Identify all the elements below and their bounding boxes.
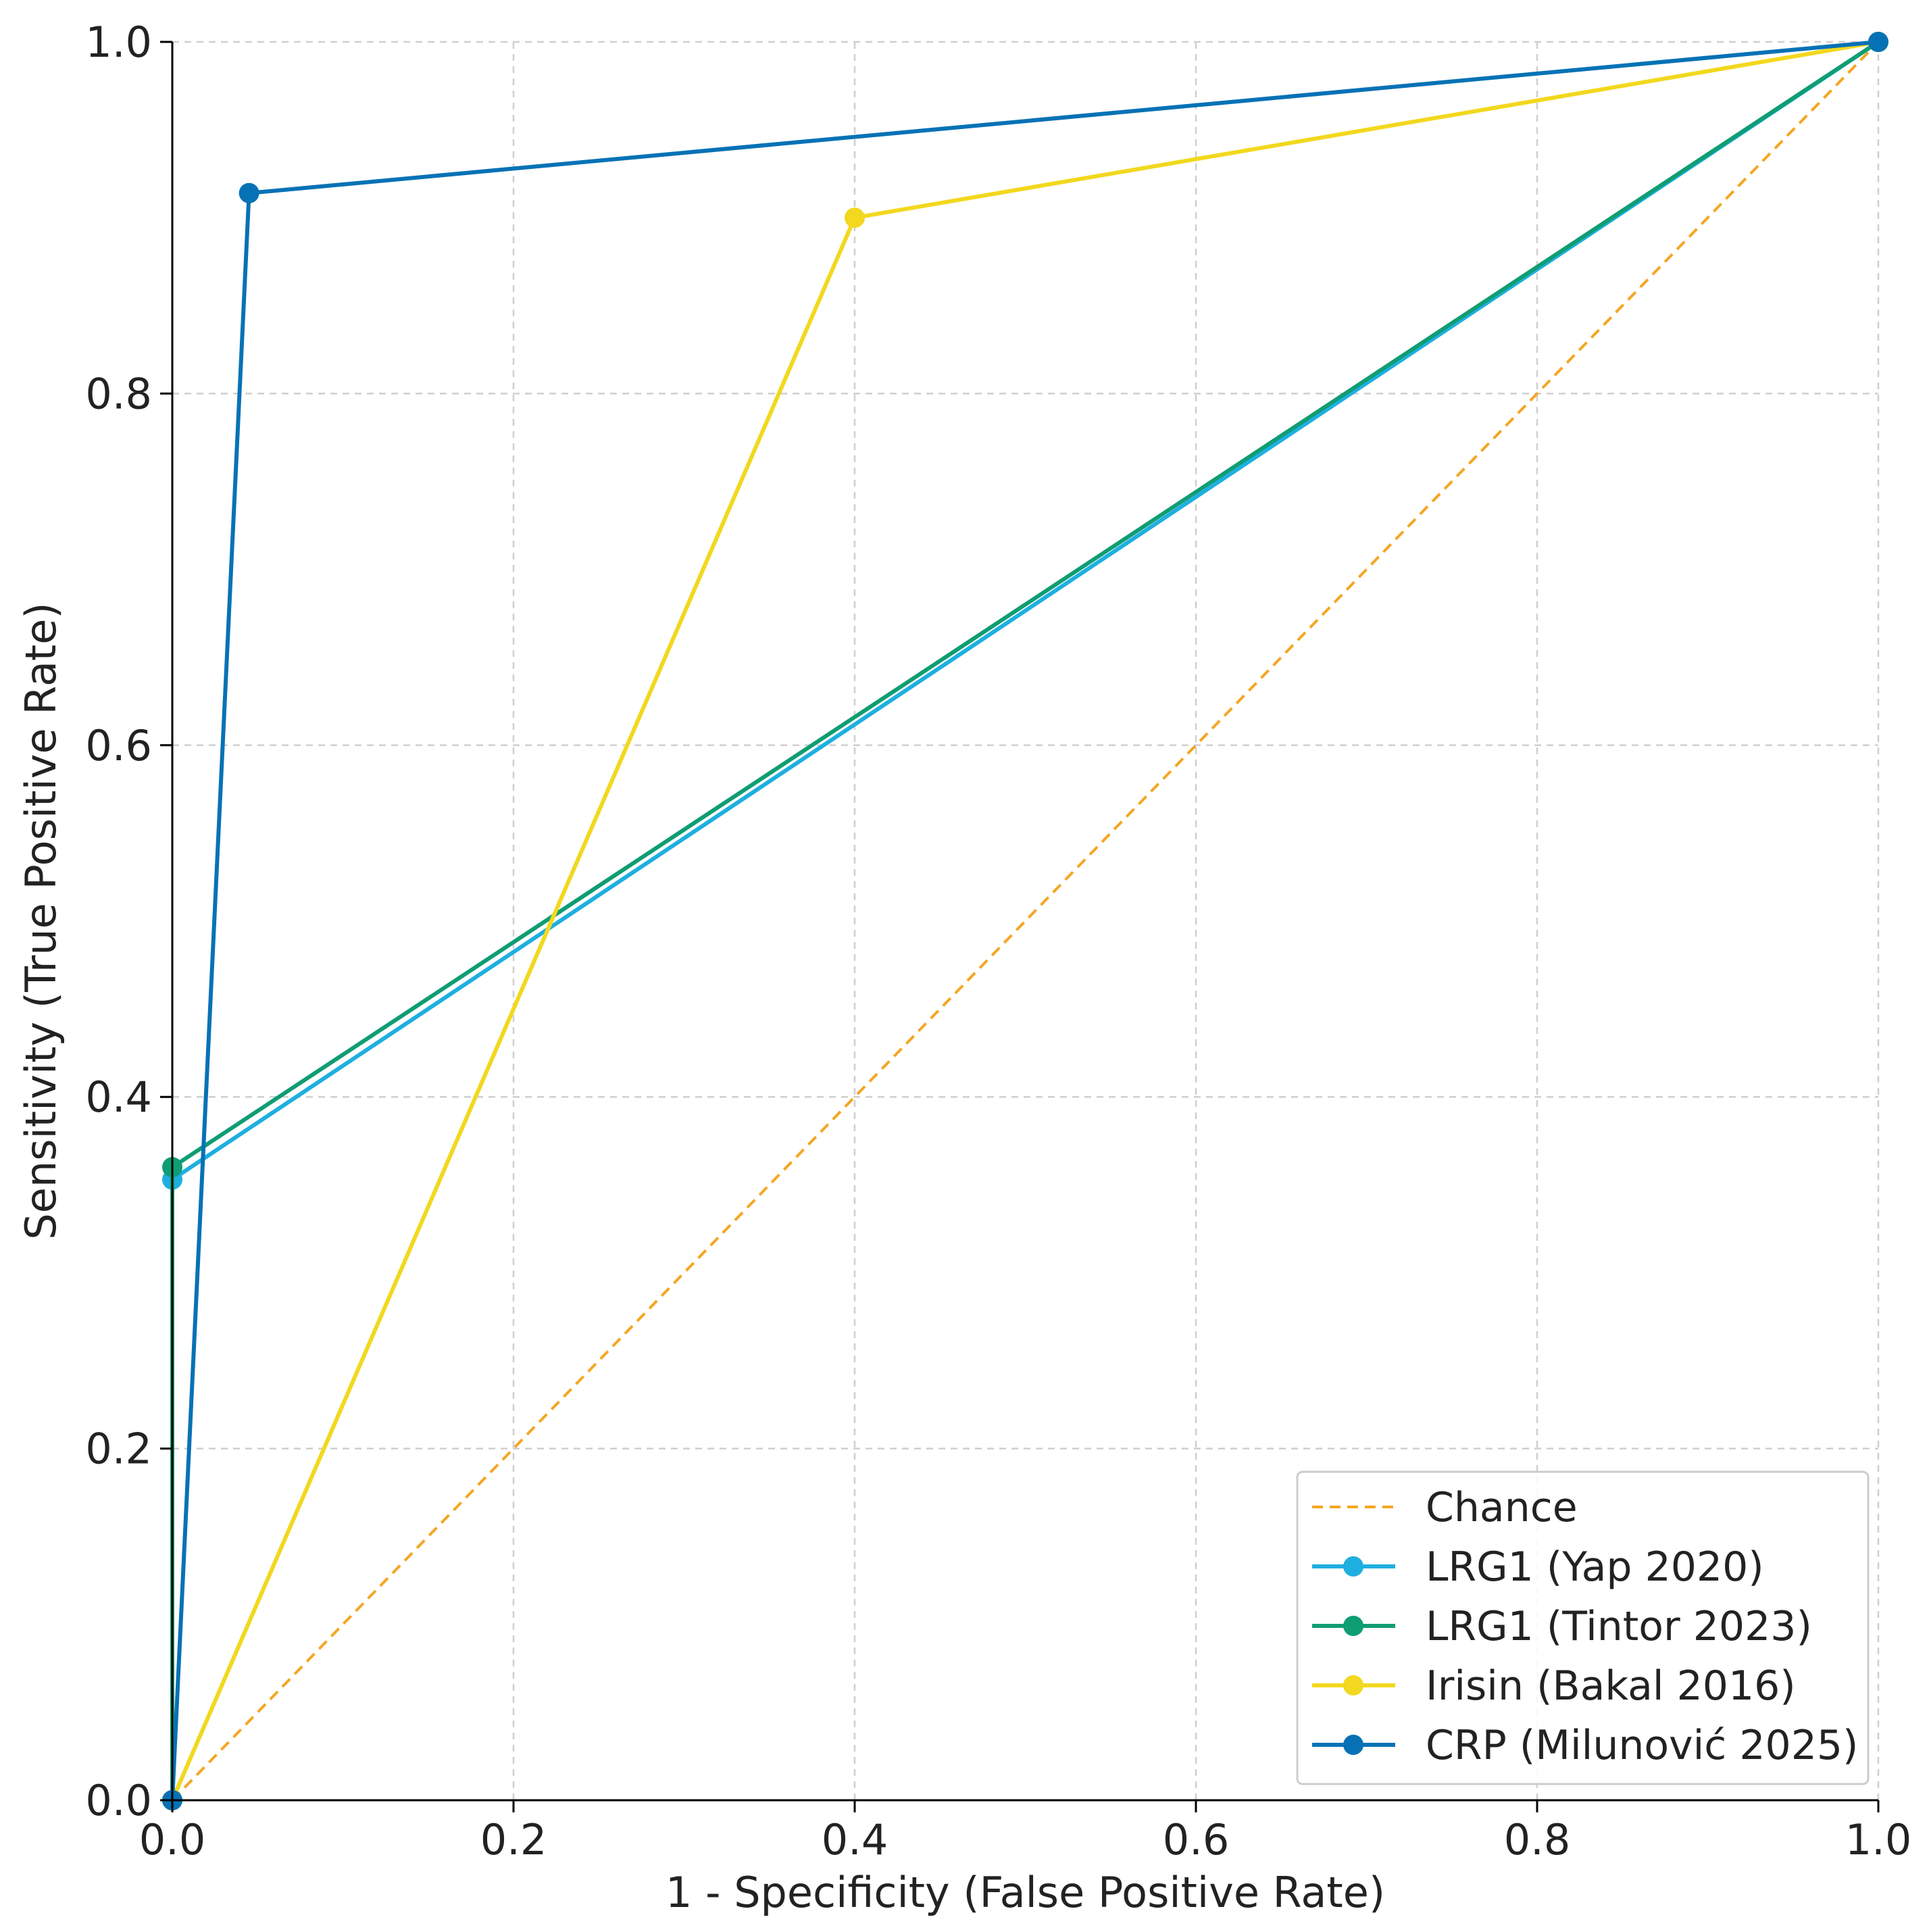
legend-entry-label: Chance xyxy=(1426,1484,1578,1531)
legend-entry-label: Irisin (Bakal 2016) xyxy=(1426,1662,1796,1710)
legend-entry-label: LRG1 (Yap 2020) xyxy=(1426,1543,1764,1591)
x-axis-label: 1 - Specificity (False Positive Rate) xyxy=(666,1868,1385,1917)
x-tick-label: 0.6 xyxy=(1163,1815,1230,1864)
legend-entry-label: LRG1 (Tintor 2023) xyxy=(1426,1603,1812,1650)
legend-swatch-marker xyxy=(1343,1616,1363,1636)
y-tick-label: 1.0 xyxy=(85,18,152,67)
data-point xyxy=(845,207,865,228)
x-tick-label: 0.4 xyxy=(822,1815,888,1864)
legend-swatch-marker xyxy=(1343,1675,1363,1695)
y-tick-label: 0.2 xyxy=(85,1425,152,1474)
y-tick-label: 0.4 xyxy=(85,1072,152,1122)
y-tick-label: 0.0 xyxy=(85,1776,152,1825)
legend-box xyxy=(1296,1470,1870,1785)
legend-entry-label: CRP (Milunović 2025) xyxy=(1426,1722,1858,1769)
y-tick-label: 0.6 xyxy=(85,721,152,770)
x-tick-label: 0.8 xyxy=(1504,1815,1571,1864)
data-point xyxy=(239,182,259,203)
x-tick-label: 1.0 xyxy=(1845,1815,1912,1864)
axes: 0.0 0.2 0.4 0.6 0.8 1.0 0.0 0.2 0.4 0.6 0.8 1.0 xyxy=(85,18,1911,1864)
data-point xyxy=(1868,32,1888,52)
legend-swatch-marker xyxy=(1343,1735,1363,1755)
y-axis-label: Sensitivity (True Positive Rate) xyxy=(16,602,66,1239)
legend-swatch-marker xyxy=(1343,1556,1363,1577)
x-tick-label: 0.0 xyxy=(139,1815,206,1864)
y-tick-label: 0.8 xyxy=(85,369,152,418)
series-line xyxy=(171,41,1880,1802)
x-tick-label: 0.2 xyxy=(480,1815,547,1864)
legend: Chance LRG1 (Yap 2020) LRG1 (Tintor 2023) I… xyxy=(1296,1470,1870,1785)
